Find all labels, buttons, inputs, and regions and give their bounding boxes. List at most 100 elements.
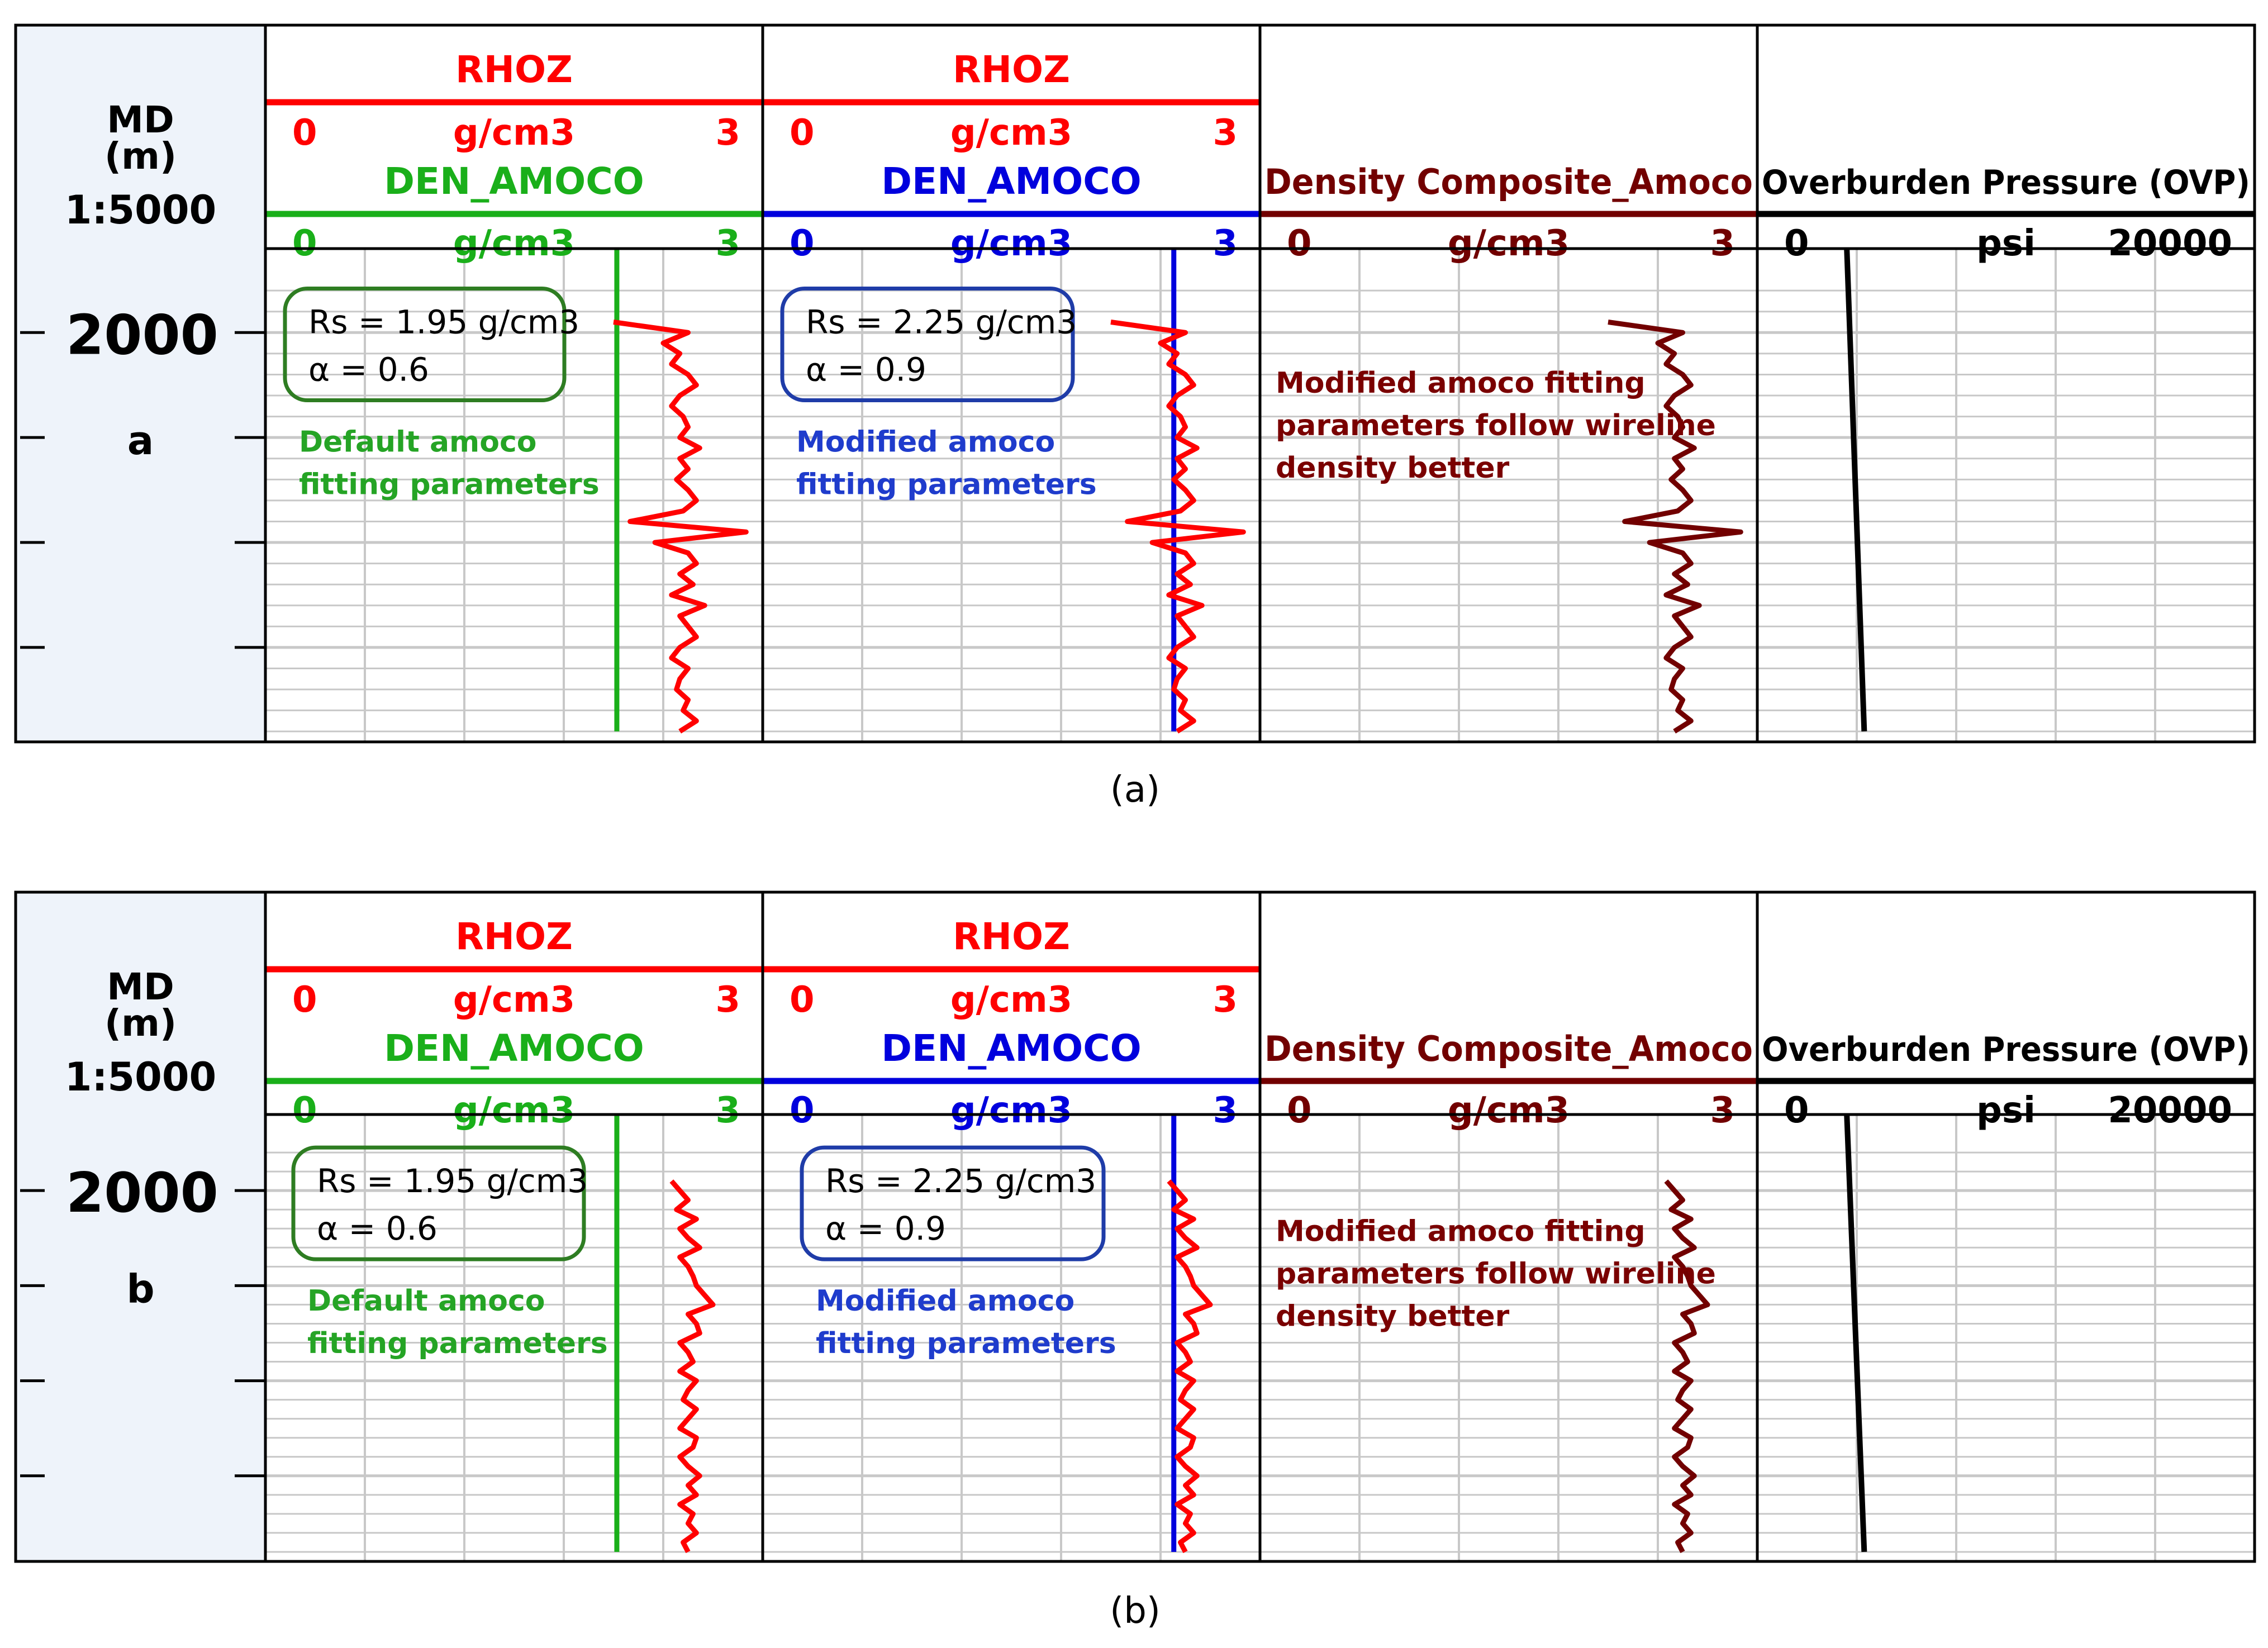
depth-scale: 1:5000 — [65, 187, 217, 233]
depth-scale: 1:5000 — [65, 1054, 217, 1100]
curve-name: RHOZ — [953, 915, 1070, 958]
parameter-alpha: α = 0.6 — [317, 1209, 438, 1247]
depth-label: 2000 — [66, 1161, 218, 1225]
parameter-rs: Rs = 2.25 g/cm3 — [825, 1162, 1096, 1200]
parameter-rs: Rs = 2.25 g/cm3 — [806, 303, 1077, 341]
scale-min: 0 — [1287, 1090, 1312, 1131]
parameter-alpha: α = 0.9 — [806, 351, 926, 389]
scale-max: 3 — [1213, 112, 1238, 154]
depth-title: MD — [107, 98, 174, 141]
note-line: fitting parameters — [299, 468, 600, 502]
note-line: density better — [1276, 451, 1510, 485]
scale-min: 0 — [790, 223, 815, 264]
panel-caption: (a) — [1110, 769, 1160, 811]
scale-max: 3 — [1213, 1090, 1238, 1131]
note-line: Modified amoco fitting — [1276, 366, 1646, 400]
panel-frame — [14, 23, 2256, 744]
note-line: Modified amoco — [816, 1284, 1074, 1318]
note-line: Default amoco — [307, 1284, 545, 1318]
depth-track-background — [16, 25, 265, 742]
note-line: Modified amoco — [796, 426, 1055, 459]
scale-max: 3 — [715, 979, 740, 1021]
scale-max: 3 — [1213, 223, 1238, 264]
scale-max: 20000 — [2108, 1090, 2232, 1131]
scale-min: 0 — [790, 112, 815, 154]
scale-min: 0 — [790, 979, 815, 1021]
scale-max: 3 — [715, 112, 740, 154]
panel-borders — [14, 23, 2256, 744]
rhoz-curve — [1110, 320, 1246, 734]
scale-min: 0 — [292, 223, 317, 264]
density-composite-curve — [1608, 320, 1743, 734]
parameter-box — [800, 1145, 1106, 1261]
scale-unit: g/cm3 — [453, 1090, 575, 1131]
depth-title: MD — [107, 965, 174, 1008]
curve-name: DEN_AMOCO — [384, 160, 644, 203]
rhoz-curve — [613, 320, 749, 734]
note-line: density better — [1276, 1299, 1510, 1333]
scale-unit: g/cm3 — [950, 1090, 1072, 1131]
density-composite-curve — [1664, 1179, 1710, 1554]
curve-name: DEN_AMOCO — [881, 160, 1142, 203]
ovp-curve — [1844, 248, 1867, 732]
curve-name: Overburden Pressure (OVP) — [1762, 1030, 2250, 1069]
panel-frame — [14, 890, 2256, 1563]
scale-min: 0 — [292, 112, 317, 154]
log-panel-b: MD(m) 1:5000 2000 b RHOZ 0 g/cm3 3 DEN_AMOCO 0 g/c… — [14, 890, 2256, 1632]
scale-min: 0 — [1287, 223, 1312, 264]
scale-unit: g/cm3 — [950, 112, 1072, 154]
curve-name: RHOZ — [455, 48, 573, 91]
depth-track-background — [16, 892, 265, 1561]
curve-name: DEN_AMOCO — [384, 1027, 644, 1070]
scale-max: 20000 — [2108, 223, 2232, 264]
scale-unit: g/cm3 — [453, 223, 575, 264]
scale-unit: g/cm3 — [1448, 223, 1570, 264]
scale-unit: psi — [1976, 223, 2036, 264]
scale-max: 3 — [1710, 1090, 1735, 1131]
note-line: Modified amoco fitting — [1276, 1214, 1646, 1248]
curve-name: DEN_AMOCO — [881, 1027, 1142, 1070]
scale-min: 0 — [1784, 1090, 1809, 1131]
depth-unit: (m) — [104, 135, 177, 178]
scale-max: 3 — [1710, 223, 1735, 264]
scale-min: 0 — [292, 979, 317, 1021]
parameter-box — [283, 287, 567, 403]
log-panel-a: MD(m) 1:5000 2000 a RHOZ 0 g/cm3 3 DEN_AMOCO 0 g/c… — [14, 23, 2256, 811]
panel-letter: b — [126, 1266, 154, 1312]
scale-max: 3 — [715, 223, 740, 264]
note-line: fitting parameters — [796, 468, 1097, 502]
scale-min: 0 — [790, 1090, 815, 1131]
parameter-box — [780, 287, 1075, 403]
scale-max: 3 — [1213, 979, 1238, 1021]
note-line: Default amoco — [299, 426, 537, 459]
parameter-alpha: α = 0.9 — [825, 1209, 946, 1247]
rhoz-curve — [669, 1179, 716, 1554]
parameter-rs: Rs = 1.95 g/cm3 — [308, 303, 579, 341]
curve-name: RHOZ — [953, 48, 1070, 91]
panel-borders — [14, 890, 2256, 1563]
curve-name: RHOZ — [455, 915, 573, 958]
rhoz-curve — [1167, 1179, 1213, 1554]
parameter-box — [291, 1145, 586, 1261]
parameter-alpha: α = 0.6 — [308, 351, 429, 389]
note-line: parameters follow wireline — [1276, 1257, 1716, 1290]
depth-label: 2000 — [66, 303, 218, 367]
scale-unit: g/cm3 — [950, 223, 1072, 264]
note-line: fitting parameters — [307, 1327, 608, 1360]
scale-max: 3 — [715, 1090, 740, 1131]
note-line: parameters follow wireline — [1276, 409, 1716, 442]
scale-unit: g/cm3 — [453, 112, 575, 154]
curve-name: Density Composite_Amoco — [1264, 161, 1753, 202]
scale-min: 0 — [1784, 223, 1809, 264]
scale-min: 0 — [292, 1090, 317, 1131]
ovp-curve — [1844, 1114, 1867, 1552]
panel-caption: (b) — [1110, 1590, 1161, 1632]
depth-unit: (m) — [104, 1002, 177, 1045]
curve-name: Density Composite_Amoco — [1264, 1028, 1753, 1069]
scale-unit: psi — [1976, 1090, 2036, 1131]
panel-letter: a — [127, 418, 154, 464]
scale-unit: g/cm3 — [950, 979, 1072, 1021]
scale-unit: g/cm3 — [1448, 1090, 1570, 1131]
note-line: fitting parameters — [816, 1327, 1116, 1360]
